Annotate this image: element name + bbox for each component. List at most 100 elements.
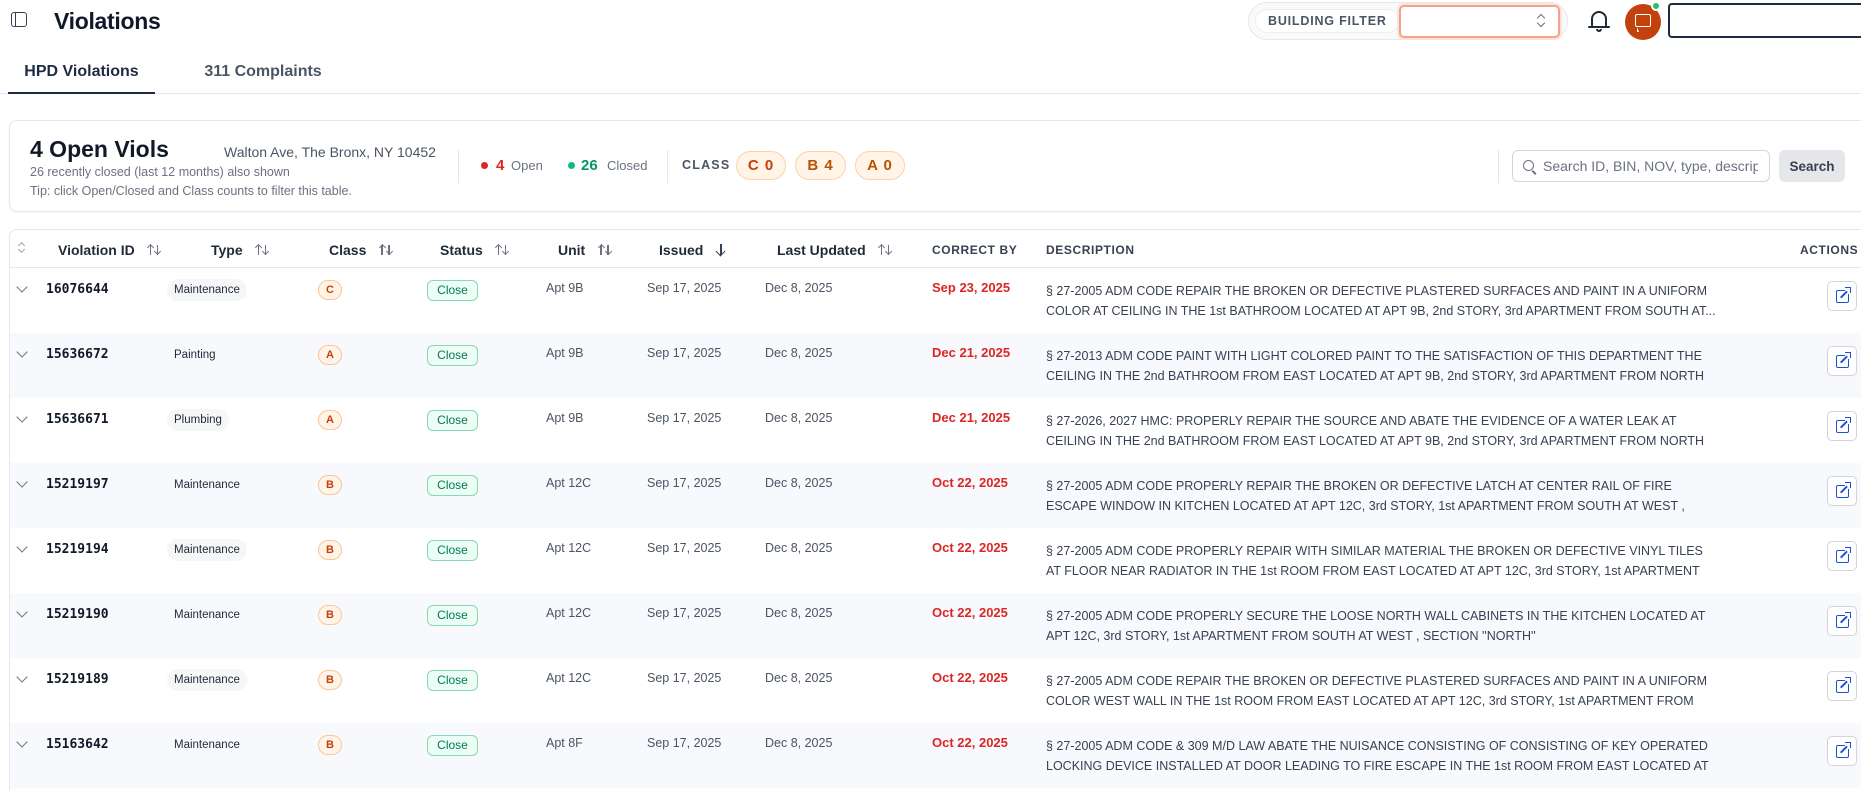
violation-type: Maintenance: [167, 669, 247, 691]
page-title: Violations: [54, 8, 161, 34]
chat-status-dot: [1651, 1, 1661, 11]
external-link-icon: [1836, 287, 1851, 303]
unit: Apt 9B: [546, 411, 584, 425]
open-details-button[interactable]: [1827, 541, 1857, 571]
sort-icon: [878, 243, 893, 257]
violation-description: § 27-2005 ADM CODE REPAIR THE BROKEN OR …: [1046, 284, 1716, 318]
violation-search-input[interactable]: [1543, 152, 1758, 180]
issued-date: Sep 17, 2025: [647, 281, 722, 295]
open-details-button[interactable]: [1827, 606, 1857, 636]
violation-search-box[interactable]: [1512, 150, 1770, 182]
col-correct-by: CORRECT BY: [932, 243, 1018, 257]
violation-type: Plumbing: [167, 409, 229, 431]
chevron-down-icon[interactable]: [16, 476, 28, 488]
col-unit[interactable]: Unit: [558, 242, 612, 258]
open-count[interactable]: 4: [496, 157, 505, 174]
chevron-down-icon[interactable]: [16, 541, 28, 553]
violation-type: Maintenance: [167, 279, 247, 301]
table-row[interactable]: 15636672 Painting A Close Apt 9B Sep 17,…: [10, 333, 1861, 398]
col-last-updated[interactable]: Last Updated: [777, 242, 893, 258]
correct-by-date: Oct 22, 2025: [932, 670, 1008, 685]
chevron-down-icon[interactable]: [16, 281, 28, 293]
expand-all-icon[interactable]: [17, 241, 27, 255]
external-link-icon: [1836, 352, 1851, 368]
unit: Apt 12C: [546, 671, 592, 685]
violation-description: § 27-2005 ADM CODE PROPERLY REPAIR THE B…: [1046, 479, 1685, 513]
violation-id: 16076644: [46, 282, 109, 297]
open-details-button[interactable]: [1827, 736, 1857, 766]
violation-id: 15636672: [46, 347, 109, 362]
external-link-icon: [1836, 677, 1851, 693]
class-a-chip[interactable]: A 0: [855, 151, 905, 180]
external-link-icon: [1836, 482, 1851, 498]
col-violation-id[interactable]: Violation ID: [58, 242, 162, 258]
closed-count[interactable]: 26: [581, 157, 598, 174]
violation-type: Maintenance: [174, 739, 240, 751]
summary-subtitle: 26 recently closed (last 12 months) also…: [30, 165, 290, 179]
violation-type: Maintenance: [167, 539, 247, 561]
open-details-button[interactable]: [1827, 476, 1857, 506]
violation-class-badge: C: [318, 280, 342, 300]
unit: Apt 8F: [546, 736, 583, 750]
sidebar-toggle-icon[interactable]: [11, 12, 27, 27]
table-row[interactable]: 15219194 Maintenance B Close Apt 12C Sep…: [10, 528, 1861, 593]
violation-type: Painting: [174, 349, 216, 361]
chevron-down-icon[interactable]: [16, 736, 28, 748]
open-details-button[interactable]: [1827, 671, 1857, 701]
open-details-button[interactable]: [1827, 411, 1857, 441]
bell-icon[interactable]: [1588, 9, 1610, 33]
open-details-button[interactable]: [1827, 346, 1857, 376]
open-details-button[interactable]: [1827, 281, 1857, 311]
last-updated-date: Dec 8, 2025: [765, 411, 833, 425]
building-filter-select[interactable]: [1399, 5, 1560, 38]
table-row[interactable]: 15219189 Maintenance B Close Apt 12C Sep…: [10, 658, 1861, 723]
issued-date: Sep 17, 2025: [647, 476, 722, 490]
table-row[interactable]: 15219190 Maintenance B Close Apt 12C Sep…: [10, 593, 1861, 658]
closed-label[interactable]: Closed: [607, 158, 648, 173]
class-b-chip[interactable]: B 4: [795, 151, 846, 180]
chevron-down-icon[interactable]: [16, 606, 28, 618]
violation-description: § 27-2005 ADM CODE & 309 M/D LAW ABATE T…: [1046, 739, 1709, 773]
open-label[interactable]: Open: [511, 158, 543, 173]
unit: Apt 12C: [546, 606, 592, 620]
issued-date: Sep 17, 2025: [647, 411, 722, 425]
table-row[interactable]: 15163642 Maintenance B Close Apt 8F Sep …: [10, 723, 1861, 788]
col-class[interactable]: Class: [329, 242, 393, 258]
sort-icon: [147, 243, 162, 257]
issued-date: Sep 17, 2025: [647, 606, 722, 620]
correct-by-date: Sep 23, 2025: [932, 280, 1011, 295]
table-row[interactable]: 15636671 Plumbing A Close Apt 9B Sep 17,…: [10, 398, 1861, 463]
class-c-chip[interactable]: C 0: [736, 151, 786, 180]
violation-id: 15219190: [46, 607, 109, 622]
violation-type: Maintenance: [174, 609, 240, 621]
last-updated-date: Dec 8, 2025: [765, 606, 833, 620]
divider: [458, 150, 459, 183]
unit: Apt 9B: [546, 281, 584, 295]
chevron-down-icon[interactable]: [16, 411, 28, 423]
closed-status-dot: [568, 162, 575, 169]
col-type[interactable]: Type: [211, 242, 270, 258]
violation-class-badge: B: [318, 540, 342, 560]
open-status-dot: [481, 162, 488, 169]
search-button[interactable]: Search: [1779, 150, 1845, 182]
external-link-icon: [1836, 742, 1851, 758]
tab-hpd-violations[interactable]: HPD Violations: [8, 54, 155, 94]
status-badge: Close: [427, 410, 478, 431]
violation-description: § 27-2005 ADM CODE PROPERLY REPAIR WITH …: [1046, 544, 1703, 578]
issued-date: Sep 17, 2025: [647, 736, 722, 750]
header-search-input[interactable]: [1668, 3, 1861, 38]
chevron-down-icon[interactable]: [16, 346, 28, 358]
col-issued[interactable]: Issued: [659, 242, 727, 258]
correct-by-date: Oct 22, 2025: [932, 735, 1008, 750]
tab-bar: HPD Violations 311 Complaints: [0, 54, 1861, 94]
table-row[interactable]: 15219197 Maintenance B Close Apt 12C Sep…: [10, 463, 1861, 528]
tab-311-complaints[interactable]: 311 Complaints: [204, 63, 322, 80]
issued-date: Sep 17, 2025: [647, 671, 722, 685]
violations-table: Violation ID Type Class Status Unit Issu…: [9, 229, 1861, 790]
table-row[interactable]: 16076644 Maintenance C Close Apt 9B Sep …: [10, 268, 1861, 333]
external-link-icon: [1836, 612, 1851, 628]
last-updated-date: Dec 8, 2025: [765, 671, 833, 685]
chevron-down-icon[interactable]: [16, 671, 28, 683]
col-status[interactable]: Status: [440, 242, 510, 258]
violation-id: 15219194: [46, 542, 109, 557]
